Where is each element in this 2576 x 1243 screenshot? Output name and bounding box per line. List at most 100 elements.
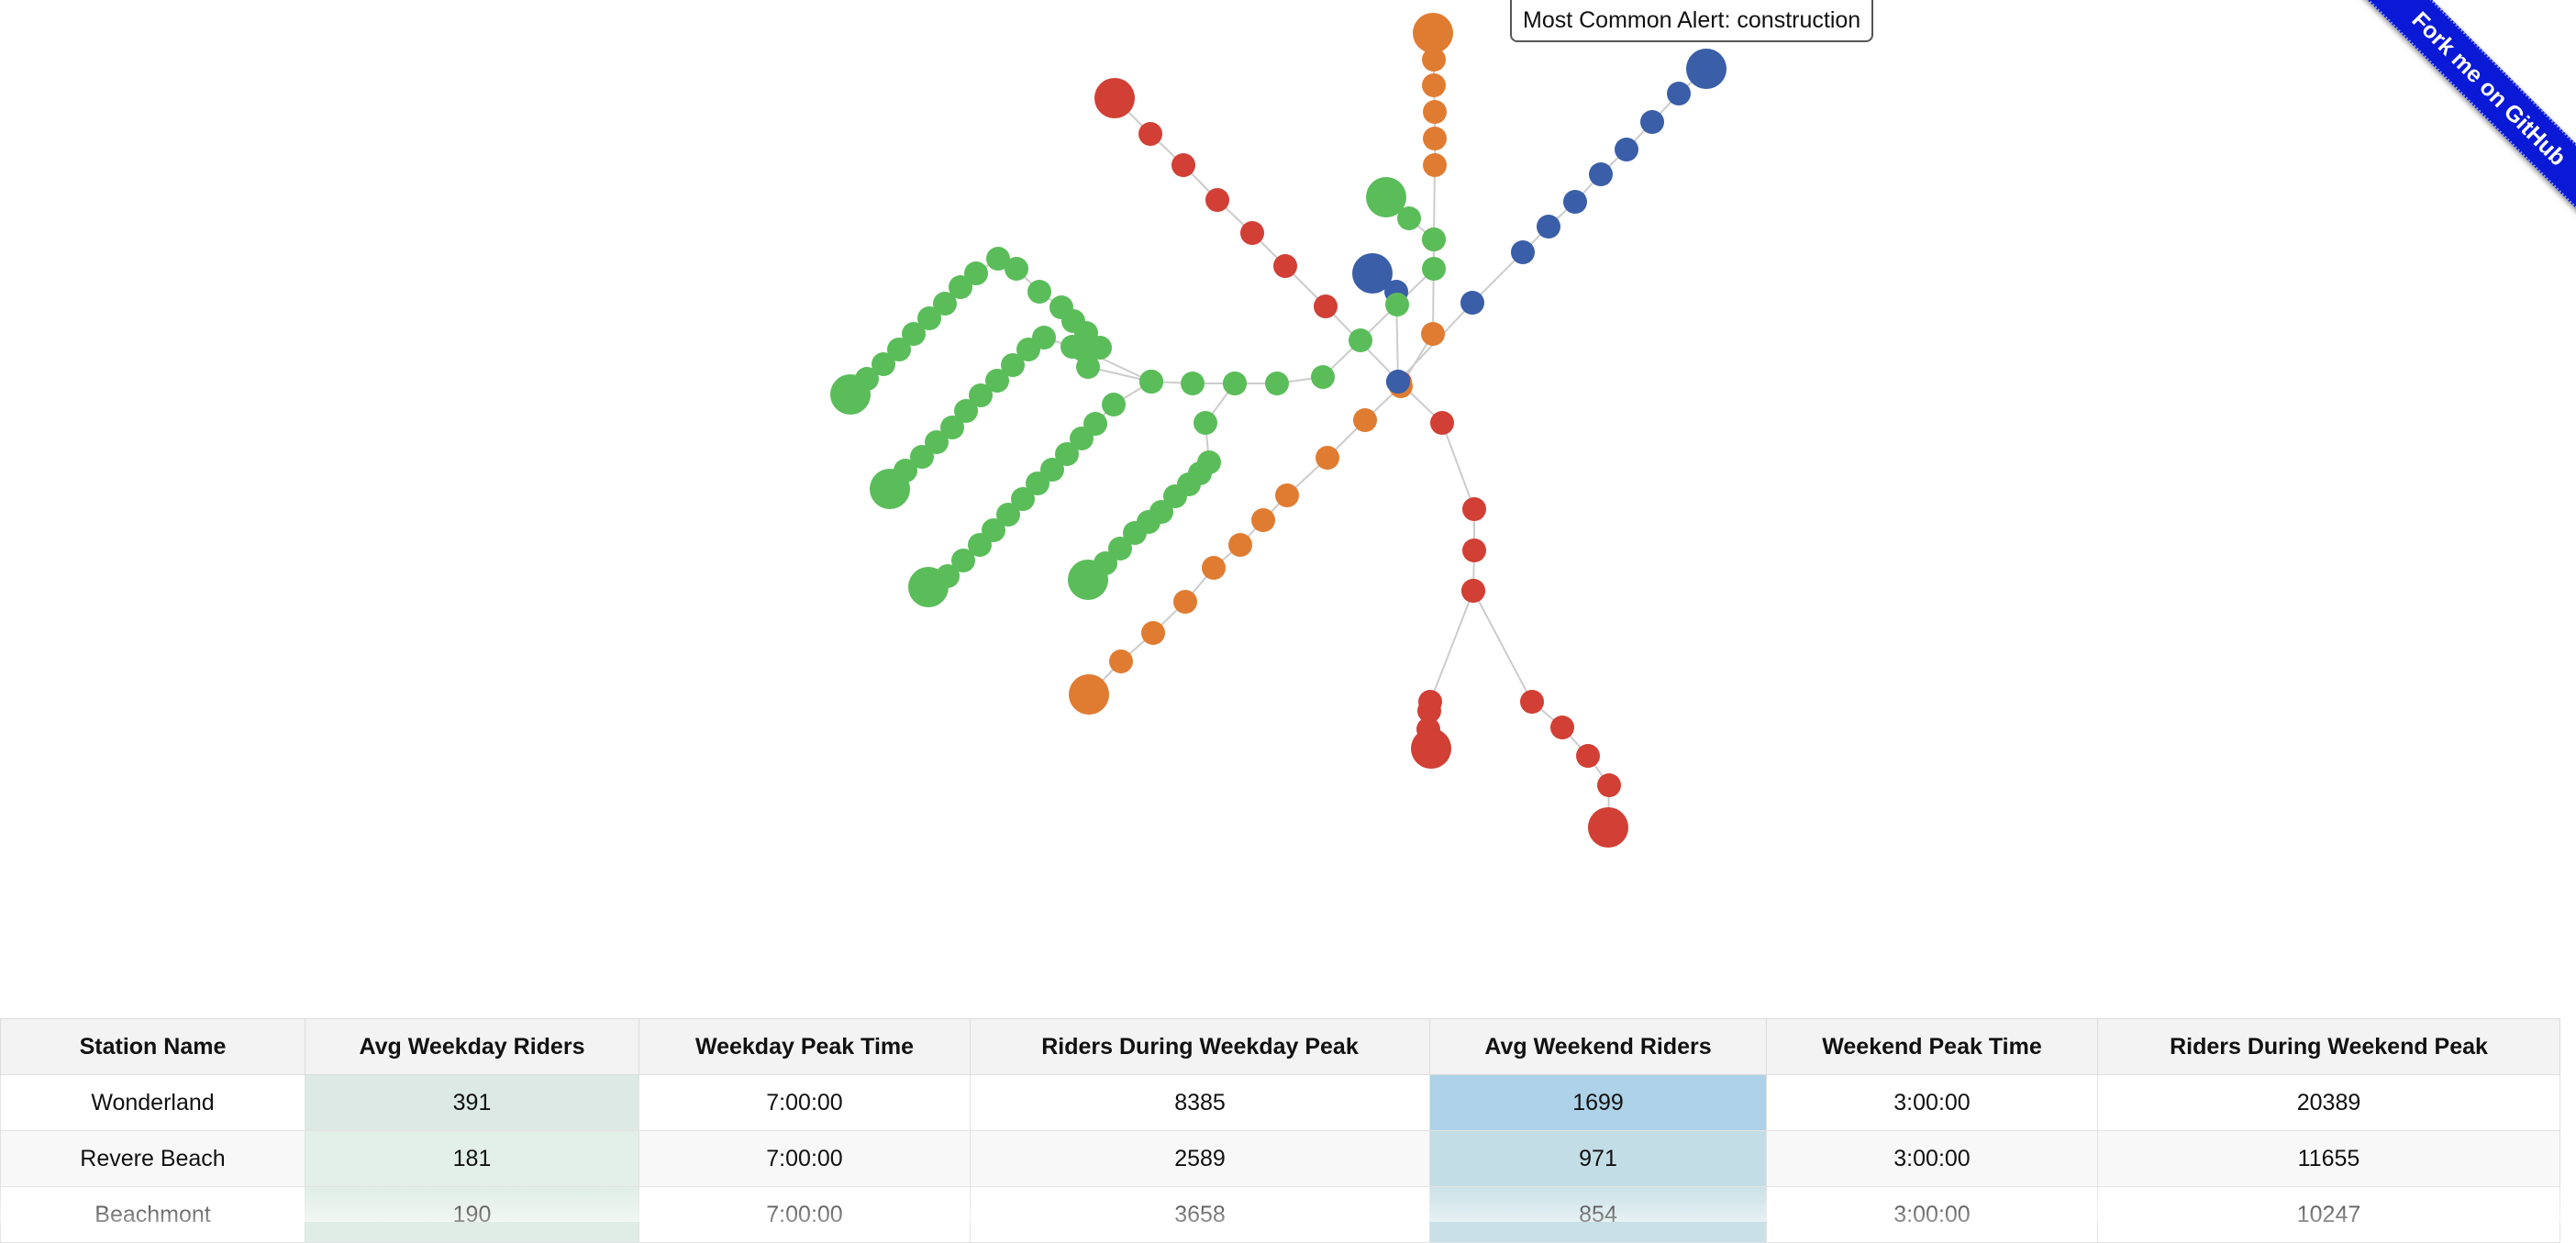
station-node[interactable] [1422, 257, 1446, 281]
station-node[interactable] [986, 247, 1010, 271]
station-node[interactable] [1240, 221, 1264, 245]
station-node[interactable] [1181, 372, 1205, 395]
station-node[interactable] [1005, 257, 1028, 281]
terminal-station-node[interactable] [1094, 78, 1135, 118]
station-node[interactable] [1417, 699, 1441, 723]
station-node[interactable] [940, 416, 964, 439]
station-node[interactable] [949, 275, 972, 299]
station-node[interactable] [1423, 127, 1447, 150]
table-row[interactable]: Wonderland 391 7:00:00 8385 1699 3:00:00… [0, 1074, 2560, 1131]
station-node[interactable] [1055, 442, 1079, 466]
station-node[interactable] [1032, 326, 1056, 350]
station-node[interactable] [1422, 73, 1446, 97]
station-node[interactable] [1202, 556, 1226, 580]
station-node[interactable] [1011, 487, 1035, 511]
station-node[interactable] [1223, 372, 1247, 395]
header-avg-weekday-riders[interactable]: Avg Weekday Riders [305, 1018, 639, 1075]
terminal-station-node[interactable] [1413, 13, 1453, 53]
station-node[interactable] [933, 292, 957, 316]
station-node[interactable] [1550, 716, 1574, 739]
terminal-station-node[interactable] [1686, 49, 1727, 89]
station-node[interactable] [902, 322, 926, 346]
station-node[interactable] [1138, 122, 1162, 146]
station-node[interactable] [1349, 328, 1372, 352]
station-node[interactable] [1589, 162, 1613, 186]
terminal-station-node[interactable] [1069, 674, 1109, 715]
station-node[interactable] [1311, 365, 1335, 389]
table-row[interactable]: Beachmont 190 7:00:00 3658 854 3:00:00 1… [0, 1186, 2560, 1243]
station-node[interactable] [1423, 153, 1447, 177]
station-node[interactable] [1422, 228, 1446, 251]
station-node[interactable] [985, 369, 1009, 393]
station-node[interactable] [1109, 649, 1133, 673]
terminal-station-node[interactable] [1068, 560, 1108, 600]
station-node[interactable] [1462, 538, 1486, 562]
station-node[interactable] [1205, 188, 1229, 212]
station-node[interactable] [1108, 537, 1132, 560]
station-node[interactable] [964, 261, 988, 285]
station-node[interactable] [1027, 280, 1051, 304]
header-weekend-peak-time[interactable]: Weekend Peak Time [1766, 1018, 2098, 1075]
station-node[interactable] [951, 549, 975, 572]
fork-on-github-link[interactable]: Fork me on GitHub [2337, 0, 2576, 239]
terminal-station-node[interactable] [870, 469, 910, 509]
station-node[interactable] [1511, 240, 1535, 264]
station-node[interactable] [1461, 579, 1485, 603]
station-node[interactable] [982, 518, 1005, 542]
station-node[interactable] [1141, 621, 1165, 645]
station-node[interactable] [1460, 291, 1484, 315]
table-row[interactable]: Revere Beach 181 7:00:00 2589 971 3:00:0… [0, 1130, 2560, 1187]
station-node[interactable] [1386, 370, 1410, 394]
station-node[interactable] [1353, 408, 1377, 432]
station-node[interactable] [1139, 370, 1163, 394]
station-node[interactable] [1430, 411, 1454, 435]
station-node[interactable] [1040, 458, 1064, 482]
header-riders-weekday-peak[interactable]: Riders During Weekday Peak [970, 1018, 1430, 1075]
station-node[interactable] [1171, 153, 1195, 177]
station-node[interactable] [1173, 590, 1197, 614]
station-node[interactable] [872, 352, 895, 376]
header-riders-weekend-peak[interactable]: Riders During Weekend Peak [2097, 1018, 2560, 1075]
station-node[interactable] [1576, 744, 1600, 768]
station-node[interactable] [1316, 446, 1339, 470]
terminal-station-node[interactable] [830, 374, 871, 415]
station-node[interactable] [1422, 48, 1446, 72]
station-node[interactable] [1228, 533, 1252, 557]
station-node[interactable] [1149, 500, 1173, 524]
station-node[interactable] [1275, 483, 1299, 507]
station-node[interactable] [1462, 497, 1486, 521]
terminal-station-node[interactable] [1366, 177, 1406, 217]
station-node[interactable] [954, 399, 978, 423]
station-node[interactable] [1273, 254, 1297, 278]
station-node[interactable] [996, 503, 1020, 527]
station-node[interactable] [1397, 206, 1421, 230]
station-node[interactable] [1615, 138, 1638, 161]
station-node[interactable] [1071, 338, 1094, 361]
station-node[interactable] [1102, 393, 1126, 416]
station-node[interactable] [1385, 293, 1409, 316]
station-node[interactable] [1423, 100, 1447, 124]
terminal-station-node[interactable] [1352, 253, 1393, 294]
station-node[interactable] [917, 306, 941, 330]
station-node[interactable] [1194, 411, 1217, 435]
station-node[interactable] [1088, 336, 1112, 360]
station-node[interactable] [1421, 322, 1445, 346]
station-node[interactable] [1563, 190, 1587, 214]
station-node[interactable] [910, 445, 934, 469]
station-node[interactable] [1197, 450, 1221, 474]
station-node[interactable] [1537, 215, 1560, 239]
station-node[interactable] [1597, 773, 1621, 797]
station-node[interactable] [1667, 82, 1691, 105]
station-node[interactable] [1520, 690, 1544, 714]
terminal-station-node[interactable] [1588, 807, 1628, 848]
station-node[interactable] [1265, 372, 1289, 395]
station-node[interactable] [1001, 353, 1025, 377]
station-node[interactable] [1314, 294, 1338, 318]
station-node[interactable] [925, 430, 949, 454]
station-node[interactable] [1251, 508, 1275, 532]
terminal-station-node[interactable] [908, 567, 949, 607]
station-node[interactable] [1083, 412, 1107, 436]
header-avg-weekend-riders[interactable]: Avg Weekend Riders [1429, 1018, 1767, 1075]
header-weekday-peak-time[interactable]: Weekday Peak Time [638, 1018, 971, 1075]
station-node[interactable] [969, 383, 993, 407]
